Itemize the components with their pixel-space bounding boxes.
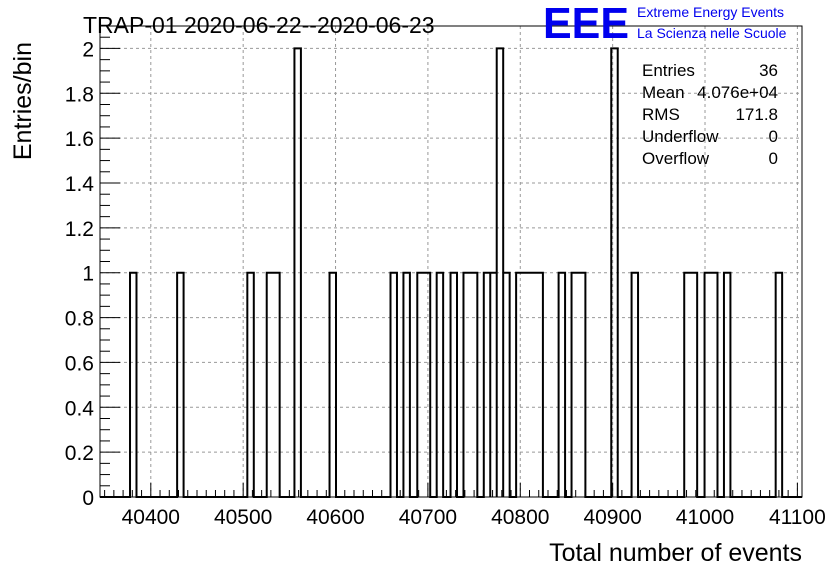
eee-logo-letters: EEE bbox=[543, 0, 629, 48]
histogram-bin bbox=[484, 273, 490, 497]
y-tick-label: 1.4 bbox=[65, 173, 95, 196]
x-tick-label: 40400 bbox=[122, 506, 180, 529]
y-tick-label: 0.6 bbox=[65, 352, 94, 375]
y-tick-label: 1.8 bbox=[65, 83, 94, 106]
histogram-bin bbox=[330, 273, 336, 497]
histogram-bin bbox=[463, 273, 477, 497]
x-tick-label: 40600 bbox=[306, 506, 364, 529]
logo-line-2: La Scienza nelle Scuole bbox=[637, 25, 787, 41]
stats-overflow-label: Overflow bbox=[642, 149, 710, 168]
stats-box: Entries 36 Mean 4.076e+04 RMS 171.8 Unde… bbox=[642, 61, 778, 168]
stats-entries-value: 36 bbox=[759, 61, 778, 80]
histogram-bin bbox=[130, 273, 136, 497]
histogram-bin bbox=[684, 273, 697, 497]
y-tick-label: 0 bbox=[82, 487, 94, 510]
y-tick-label: 1.6 bbox=[65, 128, 94, 151]
stats-rms-label: RMS bbox=[642, 105, 680, 124]
histogram-bin bbox=[497, 48, 503, 497]
histogram-bin bbox=[294, 48, 300, 497]
axis-ticks bbox=[100, 25, 798, 498]
x-tick-label: 40700 bbox=[399, 506, 457, 529]
histogram-bin bbox=[417, 273, 430, 497]
histogram-bin bbox=[559, 273, 565, 497]
stats-rms-value: 171.8 bbox=[735, 105, 778, 124]
chart-title: TRAP-01 2020-06-22--2020-06-23 bbox=[83, 12, 435, 38]
y-tick-label: 0.4 bbox=[65, 397, 95, 420]
y-tick-label: 1.2 bbox=[65, 218, 94, 241]
stats-mean-value: 4.076e+04 bbox=[697, 83, 778, 102]
y-tick-label: 0.2 bbox=[65, 442, 94, 465]
histogram-bin bbox=[503, 273, 509, 497]
histogram-bin bbox=[611, 48, 617, 497]
histogram-bin bbox=[632, 273, 638, 497]
y-axis-label: Entries/bin bbox=[9, 42, 37, 160]
histogram-bin bbox=[451, 273, 457, 497]
histogram-bin bbox=[776, 273, 782, 497]
tick-labels: 40400 40500 40600 40700 40800 40900 41000 41100… bbox=[65, 38, 826, 529]
x-tick-label: 40900 bbox=[583, 506, 641, 529]
x-tick-label: 40800 bbox=[491, 506, 549, 529]
histogram-bin bbox=[724, 273, 730, 497]
histogram-bin bbox=[705, 273, 718, 497]
eee-logo: EEE Extreme Energy Events La Scienza nel… bbox=[543, 0, 787, 48]
histogram-bin bbox=[490, 273, 496, 497]
x-axis-label: Total number of events bbox=[549, 539, 802, 567]
stats-underflow-value: 0 bbox=[769, 127, 778, 146]
histogram-bin bbox=[390, 273, 396, 497]
logo-line-1: Extreme Energy Events bbox=[637, 4, 784, 20]
y-tick-label: 0.8 bbox=[65, 308, 94, 331]
histogram-bin bbox=[177, 273, 183, 497]
histogram-bin bbox=[437, 273, 443, 497]
histogram-bin bbox=[516, 273, 543, 497]
histogram-bin bbox=[572, 273, 586, 497]
stats-underflow-label: Underflow bbox=[642, 127, 719, 146]
histogram-bin bbox=[267, 273, 280, 497]
x-tick-label: 40500 bbox=[214, 506, 272, 529]
stats-overflow-value: 0 bbox=[769, 149, 778, 168]
stats-entries-label: Entries bbox=[642, 61, 695, 80]
y-tick-label: 1 bbox=[82, 263, 94, 286]
histogram-bin bbox=[403, 273, 409, 497]
x-tick-label: 41000 bbox=[676, 506, 734, 529]
histogram-bin bbox=[247, 273, 253, 497]
x-tick-label: 41100 bbox=[769, 506, 826, 529]
y-tick-label: 2 bbox=[82, 38, 94, 61]
stats-mean-label: Mean bbox=[642, 83, 685, 102]
